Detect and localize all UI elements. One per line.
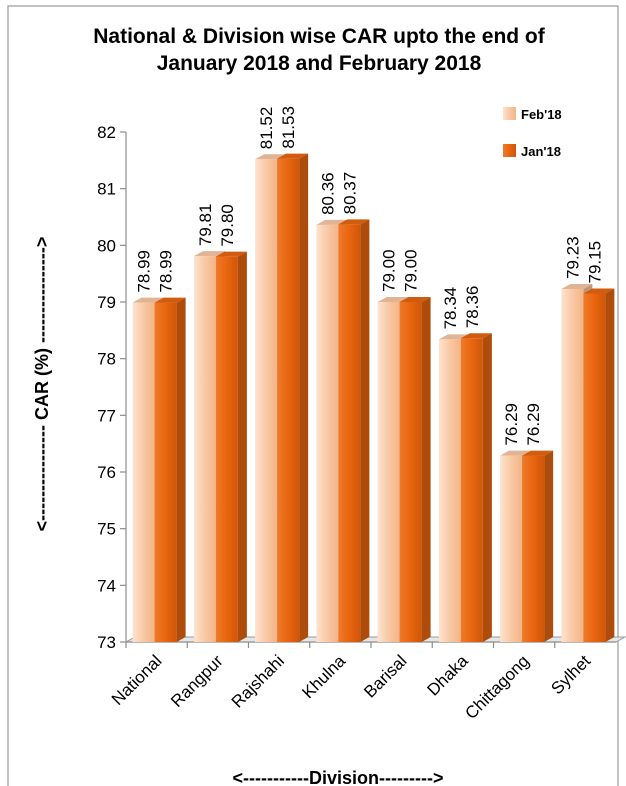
bar-Jan'18-Khulna <box>338 219 370 642</box>
bar-front <box>583 293 606 642</box>
bar-front <box>316 224 339 642</box>
category-label-Dhaka: Dhaka <box>424 651 473 700</box>
category-label-Rangpur: Rangpur <box>167 651 227 711</box>
y-tick-labels: 73 74 75 76 77 78 79 80 81 82 <box>97 123 116 652</box>
data-label-Feb'18-Khulna: 80.36 <box>318 172 337 215</box>
bar-Jan'18-National <box>154 297 186 642</box>
data-label-Jan'18-Sylhet: 79.15 <box>585 241 604 284</box>
data-label-Feb'18-Sylhet: 79.23 <box>563 236 582 279</box>
bar-top <box>338 219 370 225</box>
y-tick-label: 78 <box>97 350 116 369</box>
legend-swatch-jan <box>503 144 516 157</box>
bar-front <box>460 338 483 642</box>
data-labels: 78.99 78.99 79.81 79.80 81.52 81.53 80.36 80.37… <box>135 106 605 445</box>
bar-top <box>500 450 532 456</box>
bar-front <box>438 339 461 642</box>
data-label-Jan'18-Barisal: 79.00 <box>402 249 421 292</box>
category-labels: National Rangpur Rajshahi Khulna Barisal Dhak… <box>108 651 594 723</box>
bars <box>132 153 615 642</box>
bar-top <box>522 450 554 456</box>
data-label-Feb'18-Chittagong: 76.29 <box>502 403 521 446</box>
bar-top <box>154 297 186 303</box>
data-label-Feb'18-Dhaka: 78.34 <box>441 287 460 330</box>
bar-front <box>215 256 238 642</box>
data-label-Jan'18-Dhaka: 78.36 <box>463 286 482 329</box>
data-label-Jan'18-Chittagong: 76.29 <box>524 403 543 446</box>
bar-side <box>360 219 370 642</box>
y-tick-label: 79 <box>97 293 116 312</box>
y-tick-label: 73 <box>97 633 116 652</box>
bar-top <box>583 288 615 294</box>
bar-side <box>237 251 247 642</box>
data-label-Feb'18-Barisal: 79.00 <box>380 249 399 292</box>
bar-top <box>561 283 593 289</box>
bar-top <box>277 153 309 159</box>
category-label-Barisal: Barisal <box>360 651 410 701</box>
bar-front <box>154 302 177 642</box>
category-label-Rajshahi: Rajshahi <box>228 651 288 711</box>
y-tick-label: 81 <box>97 180 116 199</box>
bar-side <box>605 288 615 642</box>
data-label-Jan'18-Rangpur: 79.80 <box>218 204 237 247</box>
bar-front <box>132 302 155 642</box>
legend-label-feb: Feb'18 <box>521 107 562 122</box>
bar-top <box>193 251 225 257</box>
data-label-Jan'18-National: 78.99 <box>157 250 176 293</box>
y-tick-label: 74 <box>97 576 116 595</box>
bar-top <box>460 333 492 339</box>
x-axis-label: <-----------Division---------> <box>233 768 444 786</box>
y-axis-label: <---------------- CAR (%) --------------… <box>32 237 52 532</box>
y-tick-label: 82 <box>97 123 116 142</box>
category-label-Sylhet: Sylhet <box>547 651 594 698</box>
bar-top <box>215 251 247 257</box>
legend-label-jan: Jan'18 <box>521 144 561 159</box>
bar-side <box>176 297 186 642</box>
category-label-Chittagong: Chittagong <box>461 651 533 723</box>
y-tick-label: 75 <box>97 520 116 539</box>
bar-front <box>500 455 523 642</box>
bar-front <box>277 158 300 642</box>
bar-Jan'18-Barisal <box>399 297 431 642</box>
y-tick-label: 80 <box>97 236 116 255</box>
chart-border <box>7 5 619 786</box>
chart-title-line-1: National & Division wise CAR upto the en… <box>93 25 546 48</box>
category-label-Khulna: Khulna <box>298 651 349 702</box>
bar-front <box>522 455 545 642</box>
bar-front <box>193 256 216 642</box>
bar-Jan'18-Sylhet <box>583 288 615 642</box>
legend-swatch-feb <box>503 107 516 120</box>
bar-Jan'18-Dhaka <box>460 333 492 642</box>
legend: Feb'18 Jan'18 <box>503 107 562 159</box>
bar-top <box>377 297 409 302</box>
y-tick-label: 76 <box>97 463 116 482</box>
bar-top <box>399 297 431 302</box>
data-label-Jan'18-Khulna: 80.37 <box>340 172 359 215</box>
data-label-Feb'18-Rangpur: 79.81 <box>196 204 215 247</box>
data-label-Feb'18-National: 78.99 <box>135 250 154 293</box>
bar-front <box>561 288 584 642</box>
bar-front <box>338 224 361 642</box>
bar-front <box>399 302 422 642</box>
bar-front <box>377 302 400 642</box>
category-label-National: National <box>108 651 166 709</box>
y-tick-label: 77 <box>97 406 116 425</box>
chart-title-line-2: January 2018 and February 2018 <box>157 52 482 75</box>
bar-Jan'18-Rangpur <box>215 251 247 642</box>
bar-front <box>255 159 278 642</box>
bar-side <box>482 333 492 642</box>
bar-Jan'18-Chittagong <box>522 450 554 642</box>
data-label-Jan'18-Rajshahi: 81.53 <box>279 106 298 149</box>
bar-Jan'18-Rajshahi <box>277 153 309 642</box>
bar-top <box>132 297 164 303</box>
bar-side <box>544 450 554 642</box>
bar-side <box>299 153 309 642</box>
bar-side <box>421 297 431 642</box>
data-label-Feb'18-Rajshahi: 81.52 <box>257 107 276 150</box>
